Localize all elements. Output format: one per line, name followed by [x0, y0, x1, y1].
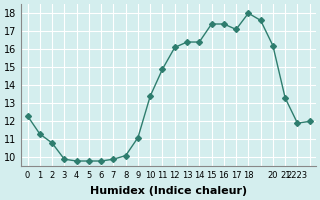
X-axis label: Humidex (Indice chaleur): Humidex (Indice chaleur): [90, 186, 247, 196]
